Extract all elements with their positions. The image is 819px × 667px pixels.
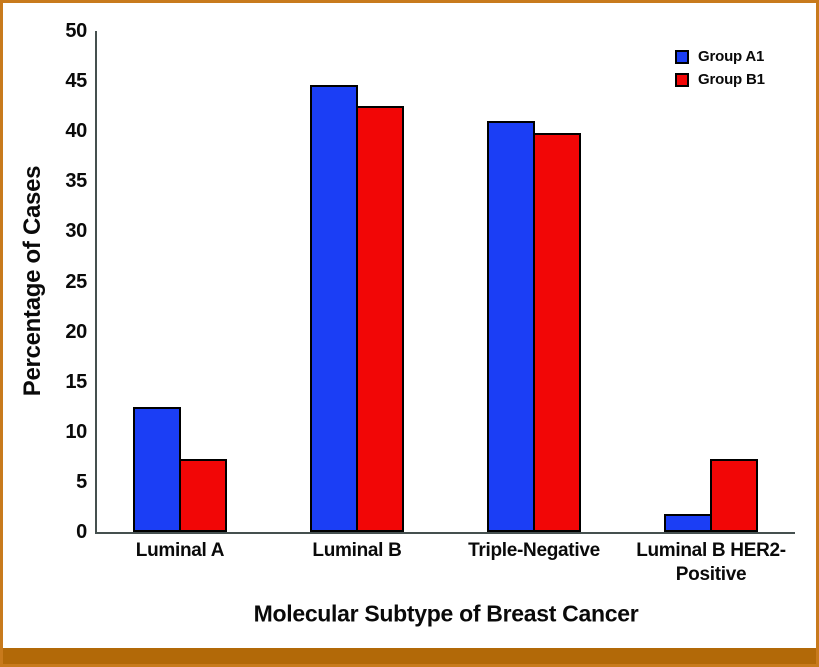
bar-group-a1: [487, 121, 535, 532]
y-tick-label: 50: [65, 20, 87, 42]
bar-group-a1: [133, 406, 181, 532]
legend: Group A1 Group B1: [675, 49, 765, 95]
x-category-label: Triple-Negative: [468, 540, 600, 561]
legend-swatch-icon: [675, 49, 689, 64]
plot-area: Group A1 Group B1: [95, 31, 795, 534]
bar-group-a1: [310, 85, 358, 532]
y-tick-label: 15: [65, 370, 87, 393]
y-tick-label: 0: [76, 521, 87, 543]
y-tick-label: 35: [65, 170, 87, 193]
x-category-label: Luminal A: [135, 540, 225, 561]
legend-swatch-icon: [675, 72, 689, 87]
y-tick-label: 20: [65, 320, 87, 343]
x-category-label: Luminal B HER2-Positive: [636, 540, 786, 585]
legend-item: Group B1: [675, 72, 765, 87]
y-tick-label: 10: [65, 420, 87, 443]
y-tick-label: 30: [65, 220, 87, 243]
y-axis-tick-labels: 0 5 10 15 20 25 30 35 40 45 50: [3, 21, 87, 542]
bar-group-b1: [533, 133, 581, 532]
y-axis-title: Percentage of Cases: [19, 165, 46, 397]
y-tick-label: 45: [65, 70, 87, 93]
bar-group-b1: [710, 458, 758, 532]
y-tick-label: 25: [65, 270, 87, 293]
bar-group-b1: [356, 106, 404, 532]
bar-group-b1: [179, 458, 227, 532]
x-axis-title: Molecular Subtype of Breast Cancer: [253, 600, 639, 627]
bar-group-a1: [664, 513, 712, 532]
y-tick-label: 5: [76, 470, 87, 493]
x-axis-category-labels: Luminal A Luminal B Triple-Negative Luminal…: [97, 539, 795, 599]
legend-label: Group A1: [698, 48, 765, 65]
x-category-label: Luminal B: [312, 540, 402, 561]
legend-item: Group A1: [675, 49, 765, 64]
legend-label: Group B1: [698, 71, 765, 88]
footer-bar: [3, 648, 816, 664]
bars-layer: [97, 31, 795, 532]
y-tick-label: 40: [65, 120, 87, 143]
